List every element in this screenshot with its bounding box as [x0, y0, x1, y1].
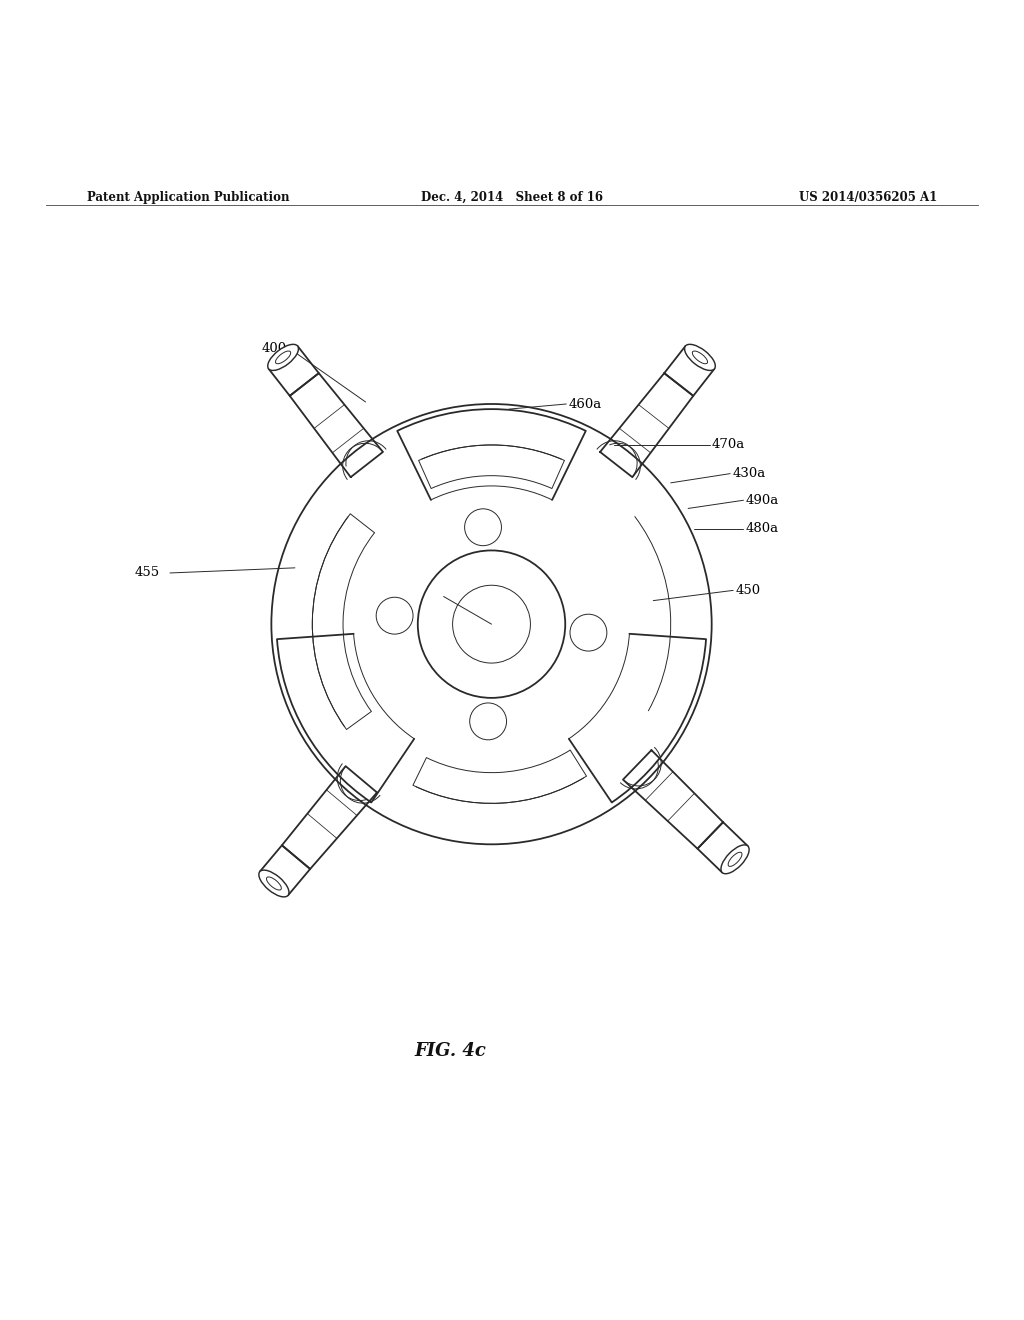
Ellipse shape: [259, 870, 289, 896]
Text: 460a: 460a: [568, 397, 601, 411]
Ellipse shape: [266, 876, 282, 890]
Text: FIG. 4c: FIG. 4c: [415, 1043, 486, 1060]
Text: 455: 455: [134, 566, 160, 579]
Text: 470a: 470a: [712, 438, 744, 451]
Text: 480a: 480a: [745, 523, 778, 536]
Text: 400: 400: [261, 342, 287, 355]
Text: US 2014/0356205 A1: US 2014/0356205 A1: [799, 191, 937, 205]
Ellipse shape: [275, 351, 291, 364]
Ellipse shape: [267, 345, 298, 371]
Text: 430a: 430a: [732, 467, 765, 480]
Ellipse shape: [721, 845, 750, 874]
Text: Patent Application Publication: Patent Application Publication: [87, 191, 290, 205]
Ellipse shape: [685, 345, 716, 371]
Text: Dec. 4, 2014   Sheet 8 of 16: Dec. 4, 2014 Sheet 8 of 16: [421, 191, 603, 205]
Text: 450: 450: [735, 583, 761, 597]
Ellipse shape: [692, 351, 708, 364]
Text: 490a: 490a: [745, 494, 778, 507]
Ellipse shape: [728, 853, 742, 866]
